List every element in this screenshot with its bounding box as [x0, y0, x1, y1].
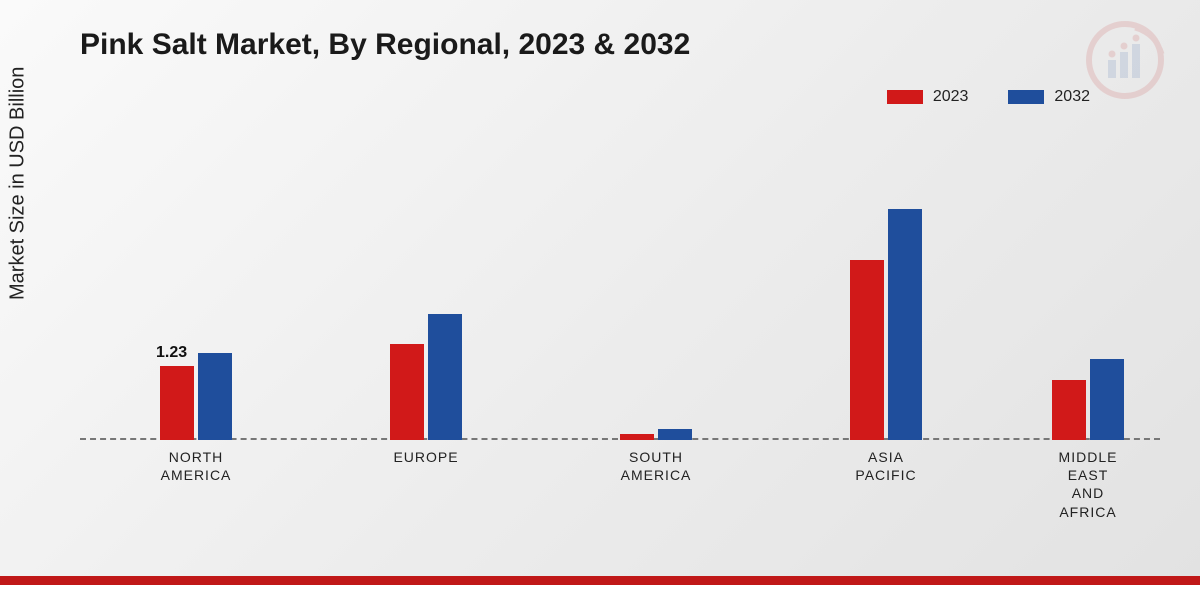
- bar-2032-mea: [1090, 359, 1124, 440]
- x-label-north_america: NORTHAMERICA: [161, 448, 232, 484]
- bar-2032-south_america: [658, 429, 692, 440]
- chart-title: Pink Salt Market, By Regional, 2023 & 20…: [80, 28, 690, 62]
- bar-group-mea: [1052, 359, 1124, 440]
- bar-group-asia_pacific: [850, 209, 922, 440]
- bar-2032-north_america: [198, 353, 232, 440]
- bar-2023-north_america: [160, 366, 194, 440]
- legend-label-2032: 2032: [1054, 88, 1090, 106]
- x-label-mea: MIDDLEEASTANDAFRICA: [1059, 448, 1118, 521]
- bar-group-north_america: 1.23: [160, 353, 232, 440]
- legend-swatch-2032: [1008, 90, 1044, 104]
- bar-2023-asia_pacific: [850, 260, 884, 440]
- bar-2023-south_america: [620, 434, 654, 440]
- x-label-south_america: SOUTHAMERICA: [621, 448, 692, 484]
- bar-2032-asia_pacific: [888, 209, 922, 440]
- legend-item-2023: 2023: [887, 88, 969, 106]
- watermark-logo: [1080, 20, 1170, 105]
- x-axis-labels: NORTHAMERICA EUROPE SOUTHAMERICA ASIAPACIFI…: [80, 448, 1160, 538]
- x-label-europe: EUROPE: [393, 448, 458, 466]
- bar-2032-europe: [428, 314, 462, 440]
- x-label-asia_pacific: ASIAPACIFIC: [855, 448, 916, 484]
- footer-bar: [0, 576, 1200, 600]
- legend-item-2032: 2032: [1008, 88, 1090, 106]
- bar-value-label: 1.23: [156, 344, 187, 362]
- y-axis-label: Market Size in USD Billion: [7, 67, 30, 300]
- legend: 2023 2032: [887, 88, 1090, 106]
- bar-2023-mea: [1052, 380, 1086, 440]
- legend-label-2023: 2023: [933, 88, 969, 106]
- bar-2023-europe: [390, 344, 424, 440]
- bar-group-europe: [390, 314, 462, 440]
- bar-group-south_america: [620, 429, 692, 440]
- legend-swatch-2023: [887, 90, 923, 104]
- plot-area: 1.23: [80, 140, 1160, 440]
